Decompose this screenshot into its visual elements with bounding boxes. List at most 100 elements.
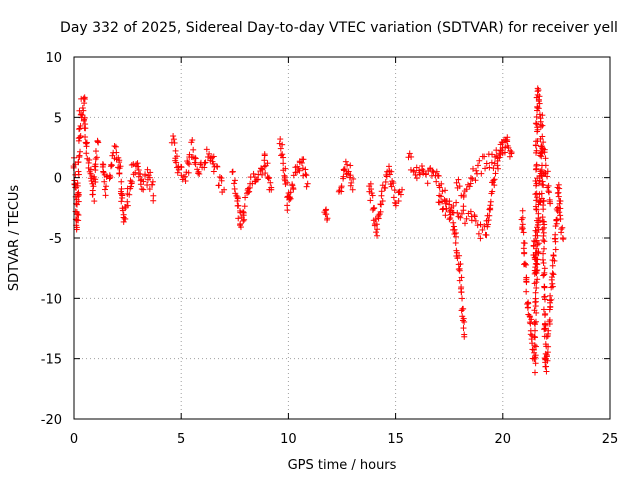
data-point: [382, 184, 389, 191]
data-point: [538, 173, 545, 180]
data-point: [463, 186, 470, 193]
data-point: [207, 155, 214, 162]
data-point: [203, 146, 210, 153]
data-point: [75, 217, 82, 224]
x-tick-label: 10: [280, 432, 297, 447]
data-point: [150, 192, 157, 199]
data-point: [549, 283, 556, 290]
data-point: [466, 183, 473, 190]
data-point: [399, 186, 406, 193]
data-point: [108, 161, 115, 168]
data-point: [535, 105, 542, 112]
data-point: [547, 299, 554, 306]
data-point: [367, 197, 374, 204]
data-point: [113, 149, 120, 156]
data-point: [436, 192, 443, 199]
data-point: [192, 154, 199, 161]
data-point: [453, 179, 460, 186]
data-point: [533, 113, 540, 120]
data-point: [476, 157, 483, 164]
data-point: [81, 96, 88, 103]
x-tick-label: 20: [495, 432, 512, 447]
data-point: [117, 188, 124, 195]
data-point: [246, 188, 253, 195]
data-point: [541, 149, 548, 156]
data-point: [527, 320, 534, 327]
data-point: [531, 333, 538, 340]
data-point: [554, 190, 561, 197]
data-point: [287, 189, 294, 196]
data-point: [540, 260, 547, 267]
data-point: [535, 215, 542, 222]
data-point: [80, 107, 87, 114]
data-point: [488, 159, 495, 166]
data-point: [369, 192, 376, 199]
data-point: [541, 283, 548, 290]
data-point: [545, 343, 552, 350]
data-point: [76, 154, 83, 161]
data-point: [340, 173, 347, 180]
data-point: [536, 93, 543, 100]
data-point: [486, 164, 493, 171]
data-point: [75, 168, 82, 175]
data-point: [124, 202, 131, 209]
data-point: [242, 194, 249, 201]
data-point: [534, 138, 541, 145]
data-point: [265, 175, 272, 182]
data-point: [240, 217, 247, 224]
data-point: [250, 170, 257, 177]
data-point: [532, 298, 539, 305]
data-point: [537, 135, 544, 142]
data-point: [279, 151, 286, 158]
data-point: [75, 189, 82, 196]
data-point: [487, 202, 494, 209]
data-point: [236, 207, 243, 214]
y-tick-label: -10: [41, 292, 62, 307]
data-point: [81, 100, 88, 107]
data-point: [530, 242, 537, 249]
data-point: [413, 175, 420, 182]
data-point: [439, 206, 446, 213]
data-point: [346, 174, 353, 181]
data-point: [234, 195, 241, 202]
data-point: [221, 186, 228, 193]
data-point: [457, 261, 464, 268]
data-point: [491, 182, 498, 189]
data-point: [92, 161, 99, 168]
data-point: [487, 198, 494, 205]
data-point: [429, 167, 436, 174]
data-point: [174, 169, 181, 176]
data-point: [533, 267, 540, 274]
data-point: [493, 152, 500, 159]
data-point: [178, 164, 185, 171]
data-point: [124, 198, 131, 205]
data-point: [486, 212, 493, 219]
data-point: [459, 295, 466, 302]
x-tick-label: 0: [70, 432, 78, 447]
data-point: [537, 150, 544, 157]
data-point: [126, 191, 133, 198]
data-point: [531, 307, 538, 314]
data-point: [322, 211, 329, 218]
data-point: [469, 175, 476, 182]
data-point: [127, 183, 134, 190]
data-point: [490, 165, 497, 172]
data-point: [533, 206, 540, 213]
data-point: [146, 186, 153, 193]
data-point: [551, 257, 558, 264]
data-point: [338, 188, 345, 195]
data-point: [450, 202, 457, 209]
data-point: [345, 168, 352, 175]
data-point: [486, 206, 493, 213]
data-point: [531, 369, 538, 376]
data-point: [82, 133, 89, 140]
data-point: [101, 178, 108, 185]
data-point: [531, 327, 538, 334]
data-point: [460, 325, 467, 332]
data-point: [76, 126, 83, 133]
data-point: [463, 215, 470, 222]
data-point: [117, 163, 124, 170]
data-point: [456, 267, 463, 274]
data-point: [119, 207, 126, 214]
data-point: [377, 208, 384, 215]
